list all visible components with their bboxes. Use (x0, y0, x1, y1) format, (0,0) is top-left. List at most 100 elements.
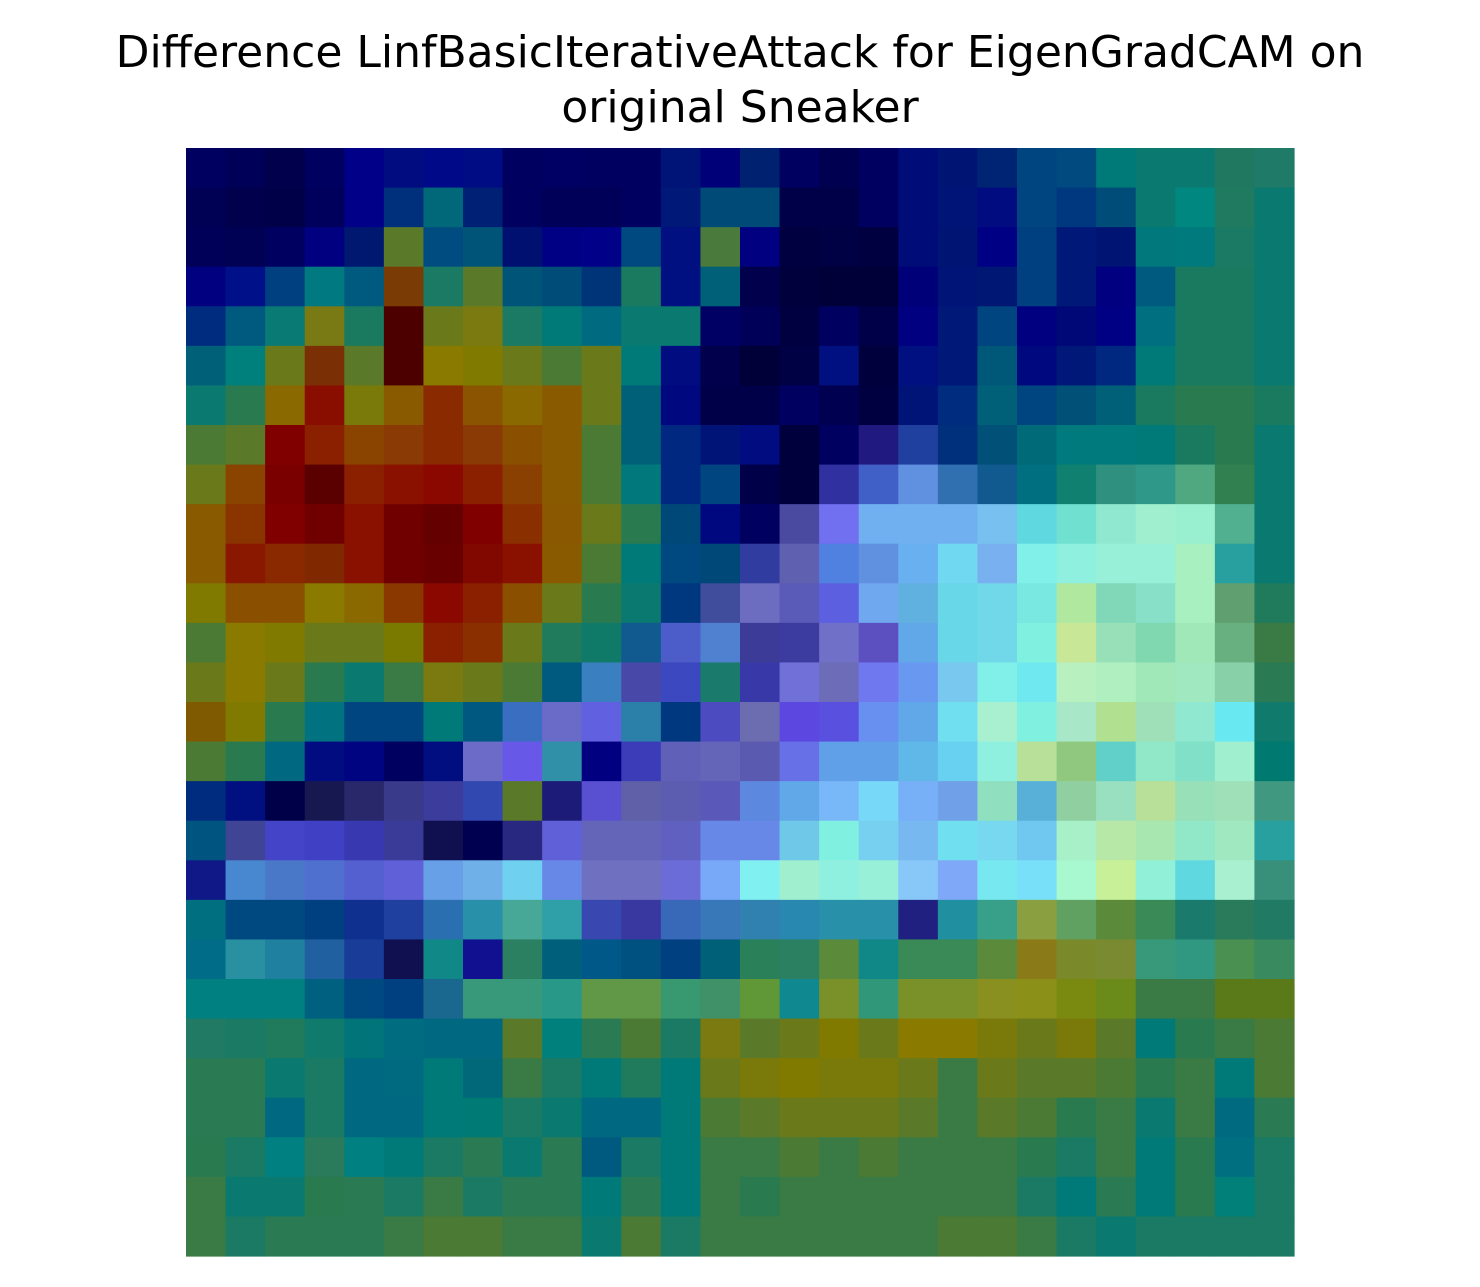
heatmap-cell (502, 583, 543, 624)
heatmap-cell (304, 187, 345, 228)
heatmap-cell (977, 1137, 1018, 1178)
heatmap-cell (542, 543, 583, 584)
heatmap-cell (463, 385, 504, 426)
heatmap-cell (700, 306, 741, 347)
heatmap-cell (581, 820, 622, 861)
heatmap-cell (542, 583, 583, 624)
heatmap-cell (1175, 662, 1216, 703)
heatmap-cell (660, 1216, 702, 1257)
heatmap-cell (581, 662, 622, 703)
heatmap-cell (423, 702, 464, 743)
heatmap-cell (225, 741, 266, 782)
heatmap-cell (660, 781, 702, 822)
heatmap-cell (1017, 1216, 1058, 1257)
heatmap-cell (1135, 781, 1176, 822)
heatmap-cell (304, 425, 345, 466)
heatmap-cell (898, 148, 939, 189)
heatmap-cell (740, 702, 781, 743)
heatmap-cell (937, 979, 979, 1020)
heatmap-cell (977, 899, 1018, 941)
heatmap-cell (265, 464, 306, 505)
heatmap-cell (1254, 1216, 1295, 1257)
heatmap-cell (1096, 1018, 1137, 1059)
heatmap-cell (463, 781, 504, 822)
heatmap-cell (898, 306, 939, 347)
heatmap-cell (383, 583, 425, 624)
heatmap-cell (225, 464, 266, 505)
heatmap-cell (740, 425, 781, 466)
heatmap-cell (1056, 979, 1097, 1020)
heatmap-cell (423, 345, 464, 387)
heatmap-cell (383, 820, 425, 861)
heatmap-cell (898, 820, 939, 861)
heatmap-cell (1135, 622, 1176, 664)
heatmap-cell (1056, 543, 1097, 584)
heatmap-cell (1175, 345, 1216, 387)
heatmap-cell (740, 385, 781, 426)
heatmap-cell (383, 1137, 425, 1178)
heatmap-cell (225, 979, 266, 1020)
heatmap-cell (898, 266, 939, 307)
heatmap-cell (581, 385, 622, 426)
heatmap-cell (700, 583, 741, 624)
heatmap-cell (898, 860, 939, 901)
heatmap-cell (423, 227, 464, 268)
heatmap-cell (1135, 504, 1176, 545)
heatmap-cell (542, 741, 583, 782)
heatmap-cell (740, 741, 781, 782)
heatmap-cell (542, 187, 583, 228)
heatmap-cell (660, 1058, 702, 1099)
heatmap-cell (1096, 899, 1137, 941)
heatmap-cell (581, 1216, 622, 1257)
heatmap-cell (858, 820, 899, 861)
heatmap-cell (1214, 464, 1256, 505)
heatmap-cell (1017, 741, 1058, 782)
heatmap-cell (463, 1137, 504, 1178)
heatmap-cell (542, 979, 583, 1020)
heatmap-cell (423, 1176, 464, 1218)
heatmap-cell (344, 306, 385, 347)
heatmap-cell (1135, 583, 1176, 624)
heatmap-cell (779, 464, 820, 505)
heatmap-cell (1214, 148, 1256, 189)
heatmap-cell (937, 939, 979, 980)
heatmap-cell (937, 820, 979, 861)
heatmap-cell (977, 345, 1018, 387)
heatmap-cell (1214, 504, 1256, 545)
heatmap-cell (740, 1176, 781, 1218)
heatmap-cell (937, 741, 979, 782)
heatmap-cell (225, 345, 266, 387)
heatmap-cell (225, 820, 266, 861)
heatmap-cell (1135, 1058, 1176, 1099)
heatmap-cell (186, 464, 227, 505)
heatmap-cell (581, 1097, 622, 1138)
heatmap-cell (383, 464, 425, 505)
heatmap-cell (898, 1137, 939, 1178)
heatmap-cell (660, 187, 702, 228)
heatmap-cell (660, 1137, 702, 1178)
heatmap-cell (1175, 1018, 1216, 1059)
heatmap-cell (1096, 385, 1137, 426)
heatmap-cell (858, 1097, 899, 1138)
heatmap-cell (1096, 702, 1137, 743)
heatmap-cell (1096, 543, 1137, 584)
heatmap-cell (740, 464, 781, 505)
heatmap-cell (621, 425, 662, 466)
heatmap-cell (779, 385, 820, 426)
heatmap-cell (1017, 1176, 1058, 1218)
heatmap-cell (1056, 306, 1097, 347)
heatmap-cell (1017, 504, 1058, 545)
heatmap-cell (700, 860, 741, 901)
heatmap-cell (581, 1137, 622, 1178)
heatmap-cell (1254, 1058, 1295, 1099)
heatmap-cell (1214, 345, 1256, 387)
heatmap-cell (1135, 345, 1176, 387)
heatmap-cell (423, 543, 464, 584)
heatmap-cell (660, 702, 702, 743)
heatmap-cell (1017, 266, 1058, 307)
heatmap-cell (779, 939, 820, 980)
heatmap-cell (225, 860, 266, 901)
heatmap-cell (1175, 702, 1216, 743)
heatmap-cell (1254, 702, 1295, 743)
heatmap-cell (1135, 187, 1176, 228)
